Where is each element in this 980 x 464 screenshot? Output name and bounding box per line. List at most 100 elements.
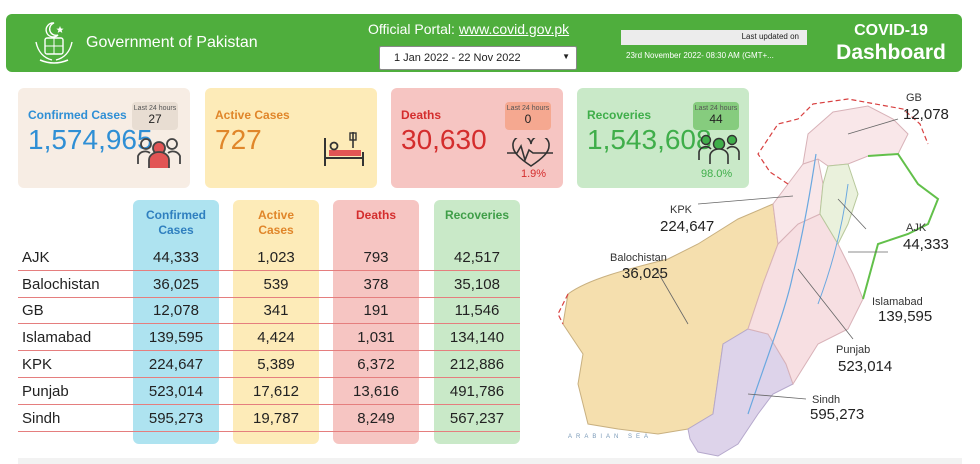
map-value-sindh: 595,273: [810, 406, 865, 423]
cell-recoveries: 35,108: [454, 276, 500, 293]
chevron-down-icon: ▼: [562, 52, 570, 61]
deaths-percentage: 1.9%: [521, 168, 547, 180]
confirmed-cases-card: Confirmed Cases 1,574,965 Last 24 hours …: [18, 88, 190, 188]
region-name: Punjab: [22, 383, 69, 400]
deaths-last24: Last 24 hours 0: [505, 102, 551, 130]
cell-deaths: 1,031: [357, 329, 395, 346]
cell-confirmed: 595,273: [148, 410, 204, 427]
heart-pulse-icon: [507, 138, 553, 167]
region-name: Islamabad: [22, 329, 92, 346]
cell-active: 1,023: [257, 249, 295, 266]
map-value-gb: 12,078: [903, 106, 949, 123]
cell-recoveries: 567,237: [449, 410, 505, 427]
recoveries-card: Recoveries 1,543,608 Last 24 hours 44 98…: [577, 88, 749, 188]
map-value-kpk: 224,647: [660, 218, 715, 235]
map-value-ajk: 44,333: [903, 236, 949, 253]
map-label-sea: ARABIAN SEA: [568, 434, 653, 440]
hospital-bed-icon: [324, 132, 364, 166]
map-label-ajk: AJK: [906, 222, 927, 234]
row-divider: [18, 323, 520, 324]
confirmed-label: Confirmed Cases: [28, 108, 127, 122]
group-people-icon: [137, 138, 181, 168]
cell-deaths: 378: [363, 276, 389, 293]
deaths-card: Deaths 30,630 Last 24 hours 0 1.9%: [391, 88, 563, 188]
bottom-strip: [18, 458, 962, 464]
cell-active: 341: [263, 302, 289, 319]
pakistan-map-graphic: [557, 98, 940, 457]
map-label-balochistan: Balochistan: [610, 252, 667, 264]
row-divider: [18, 350, 520, 351]
title-line2: Dashboard: [836, 41, 946, 64]
cell-recoveries: 491,786: [449, 383, 505, 400]
cell-active: 5,389: [257, 356, 295, 373]
confirmed-last24-label: Last 24 hours: [133, 105, 177, 112]
map-value-balochistan: 36,025: [622, 265, 668, 282]
official-portal: Official Portal: www.covid.gov.pk: [368, 21, 569, 37]
date-range-value: 1 Jan 2022 - 22 Nov 2022: [394, 52, 521, 64]
dashboard-title: COVID-19 Dashboard: [826, 22, 956, 65]
row-divider: [18, 431, 520, 432]
cell-confirmed: 44,333: [153, 249, 199, 266]
row-divider: [18, 404, 520, 405]
confirmed-value: 1,574,965: [28, 124, 153, 155]
portal-label: Official Portal:: [368, 21, 455, 37]
map-label-sindh: Sindh: [812, 394, 841, 406]
region-name: KPK: [22, 356, 53, 373]
region-name: Balochistan: [22, 276, 100, 293]
cell-confirmed: 523,014: [148, 383, 204, 400]
cell-active: 19,787: [253, 410, 299, 427]
title-line1: COVID-19: [854, 22, 928, 39]
cell-recoveries: 212,886: [449, 356, 505, 373]
recoveries-last24: Last 24 hours 44: [693, 102, 739, 130]
deaths-column-bg: [333, 200, 419, 444]
header-bar: Government of Pakistan Official Portal: w…: [6, 14, 962, 72]
active-cases-card: Active Cases 727: [205, 88, 377, 188]
confirmed-last24-value: 27: [148, 112, 162, 126]
cell-deaths: 13,616: [353, 383, 399, 400]
recoveries-percentage: 98.0%: [701, 168, 733, 180]
cell-active: 17,612: [253, 383, 299, 400]
cell-recoveries: 42,517: [454, 249, 500, 266]
recoveries-label: Recoveries: [587, 108, 652, 122]
cell-confirmed: 139,595: [148, 329, 204, 346]
pakistan-map: GB 12,078 KPK 224,647 AJK 44,333 Balochi…: [548, 84, 968, 460]
region-name: GB: [22, 302, 44, 319]
map-label-kpk: KPK: [670, 204, 693, 216]
recoveries-last24-label: Last 24 hours: [694, 105, 738, 112]
cell-deaths: 793: [363, 249, 389, 266]
cell-recoveries: 134,140: [449, 329, 505, 346]
cell-confirmed: 36,025: [153, 276, 199, 293]
column-header-deaths: Deaths: [355, 208, 396, 222]
column-header-confirmed: Confirmed Cases: [146, 208, 206, 237]
cell-confirmed: 12,078: [153, 302, 199, 319]
row-divider: [18, 270, 520, 271]
map-label-gb: GB: [906, 92, 922, 104]
cell-active: 4,424: [257, 329, 295, 346]
row-divider: [18, 377, 520, 378]
row-divider: [18, 297, 520, 298]
last-updated-label: Last updated on: [621, 30, 807, 45]
recoveries-value: 1,543,608: [587, 124, 712, 155]
recoveries-column-bg: [434, 200, 520, 444]
recoveries-last24-value: 44: [709, 112, 723, 126]
region-name: AJK: [22, 249, 50, 266]
column-header-active: Active Cases: [257, 208, 295, 237]
cell-confirmed: 224,647: [148, 356, 204, 373]
cell-deaths: 6,372: [357, 356, 395, 373]
deaths-value: 30,630: [401, 124, 487, 155]
portal-link[interactable]: www.covid.gov.pk: [458, 21, 570, 37]
deaths-label: Deaths: [401, 108, 442, 122]
recovered-people-icon: [698, 134, 740, 164]
government-title: Government of Pakistan: [86, 34, 258, 51]
map-value-punjab: 523,014: [838, 358, 893, 375]
map-label-punjab: Punjab: [836, 344, 871, 356]
region-name: Sindh: [22, 410, 61, 427]
active-label: Active Cases: [215, 108, 290, 122]
cell-deaths: 191: [363, 302, 389, 319]
map-value-islamabad: 139,595: [878, 308, 933, 325]
date-range-select[interactable]: 1 Jan 2022 - 22 Nov 2022 ▼: [379, 46, 577, 70]
cell-recoveries: 11,546: [454, 302, 500, 319]
confirmed-column-bg: [133, 200, 219, 444]
cell-deaths: 8,249: [357, 410, 395, 427]
